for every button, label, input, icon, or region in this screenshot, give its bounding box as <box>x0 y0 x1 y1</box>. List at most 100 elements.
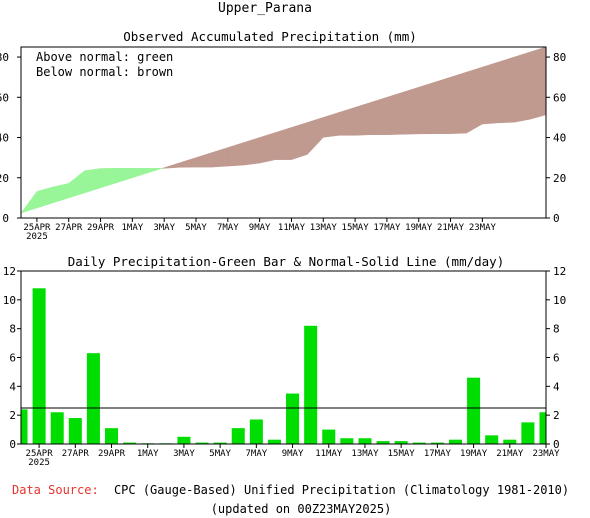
x-tick-year: 2025 <box>28 458 50 468</box>
x-tick-label: 25APR <box>26 449 54 459</box>
accum-plot-frame <box>20 46 547 219</box>
y-tick-label-left: 20 <box>0 172 9 185</box>
x-tick-label: 27APR <box>62 449 90 459</box>
y-tick-label-right: 0 <box>553 438 560 451</box>
accum-area-segment <box>52 183 69 204</box>
x-tick-label: 5MAY <box>185 223 207 233</box>
x-tick-label: 23MAY <box>532 449 560 459</box>
x-tick-label: 19MAY <box>405 223 433 233</box>
accum-area-segment <box>482 61 499 125</box>
y-tick-label-left: 40 <box>0 132 9 145</box>
x-tick-label: 11MAY <box>278 223 306 233</box>
accum-area-segment <box>513 51 531 123</box>
accum-axes: 0 0 20 20 40 40 60 60 80 80 25APR 27APR 29APR 1MAY 3MA… <box>0 51 566 242</box>
accum-area-segment <box>148 168 163 174</box>
x-tick-label: 7MAY <box>246 449 268 459</box>
y-tick-label-right: 0 <box>553 212 560 225</box>
accum-area-segment <box>291 122 308 161</box>
accum-area-segment <box>195 152 213 168</box>
accum-area-segment <box>418 81 435 135</box>
daily-bar <box>249 419 263 444</box>
x-tick-label: 17MAY <box>373 223 401 233</box>
source-text: CPC (Gauge-Based) Unified Precipitation … <box>114 483 569 497</box>
daily-bar <box>322 429 336 444</box>
x-tick-label: 29APR <box>98 449 126 459</box>
y-tick-label-right: 12 <box>553 265 566 278</box>
accum-area-segment <box>529 46 547 120</box>
x-tick-label: 1MAY <box>122 223 144 233</box>
x-tick-label: 7MAY <box>217 223 239 233</box>
daily-bar <box>340 438 354 444</box>
daily-bar <box>105 428 119 444</box>
daily-bar <box>86 353 100 444</box>
x-tick-label: 9MAY <box>249 223 271 233</box>
accum-area-segment <box>211 147 229 168</box>
accum-area-segment <box>163 162 181 169</box>
accum-area-segment <box>243 137 260 166</box>
accum-area-segment <box>162 167 165 169</box>
x-tick-label: 15MAY <box>342 223 370 233</box>
y-tick-label-right: 8 <box>553 323 560 336</box>
x-tick-label: 17MAY <box>424 449 452 459</box>
y-tick-label-right: 10 <box>553 294 566 307</box>
accum-area-segment <box>323 112 340 138</box>
daily-bar <box>304 325 318 444</box>
x-tick-label: 19MAY <box>460 449 488 459</box>
accum-area-segment <box>20 190 38 214</box>
y-tick-label-left: 0 <box>2 212 9 225</box>
accum-area-segment <box>338 107 356 136</box>
accum-area-segment <box>132 168 149 179</box>
x-tick-label: 1MAY <box>137 449 159 459</box>
accum-area-segment <box>68 170 85 199</box>
x-tick-label: 15MAY <box>388 449 416 459</box>
x-tick-label: 3MAY <box>153 223 175 233</box>
x-tick-label: 25APR <box>23 223 51 233</box>
accum-area-segment <box>370 96 388 135</box>
y-tick-label-left: 2 <box>9 409 16 422</box>
daily-bar <box>177 436 191 444</box>
daily-bar <box>267 439 281 444</box>
accum-area-segment <box>259 132 276 164</box>
accum-area-segment <box>498 56 515 124</box>
y-tick-label-left: 4 <box>9 380 16 393</box>
daily-bar <box>231 428 245 444</box>
x-tick-label: 29APR <box>87 223 115 233</box>
y-tick-label-right: 4 <box>553 380 560 393</box>
accum-area-segment <box>354 101 372 136</box>
daily-bar <box>376 441 390 444</box>
daily-bar <box>21 409 28 444</box>
y-tick-label-right: 60 <box>553 91 566 104</box>
daily-bar <box>521 422 535 445</box>
daily-bar <box>430 442 444 444</box>
x-tick-label: 21MAY <box>496 449 524 459</box>
y-tick-label-right: 40 <box>553 132 566 145</box>
accum-chart-title: Observed Accumulated Precipitation (mm) <box>123 29 417 44</box>
footer-source: Data Source: CPC (Gauge-Based) Unified P… <box>12 483 569 497</box>
daily-bar <box>394 441 408 444</box>
y-tick-label-left: 10 <box>3 294 16 307</box>
x-tick-label: 5MAY <box>209 449 231 459</box>
x-tick-label: 13MAY <box>310 223 338 233</box>
footer-updated: (updated on 00Z23MAY2025) <box>211 502 392 516</box>
source-label: Data Source: <box>12 483 99 497</box>
accum-area-segment <box>116 168 133 184</box>
daily-bar <box>412 442 426 444</box>
y-tick-label-left: 60 <box>0 91 9 104</box>
daily-bar <box>195 442 209 444</box>
daily-bar <box>358 438 372 444</box>
accum-area-segment <box>227 142 244 167</box>
accum-area-segment <box>386 91 404 135</box>
accum-area-segment <box>307 117 324 156</box>
x-tick-label: 9MAY <box>282 449 304 459</box>
figure-title: Upper_Parana <box>218 1 312 16</box>
accum-area-segment <box>275 127 292 160</box>
daily-axes: 0 0 2 2 4 4 6 6 8 8 10 10 12 12 25APR 27APR 29APR 1MAY 3MA… <box>3 265 567 468</box>
x-tick-label: 11MAY <box>315 449 343 459</box>
accum-area-segment <box>100 168 117 189</box>
daily-bar <box>50 412 64 444</box>
daily-bar <box>68 418 82 444</box>
y-tick-label-right: 2 <box>553 409 560 422</box>
accum-area-segment <box>36 186 54 209</box>
y-tick-label-left: 12 <box>3 265 16 278</box>
